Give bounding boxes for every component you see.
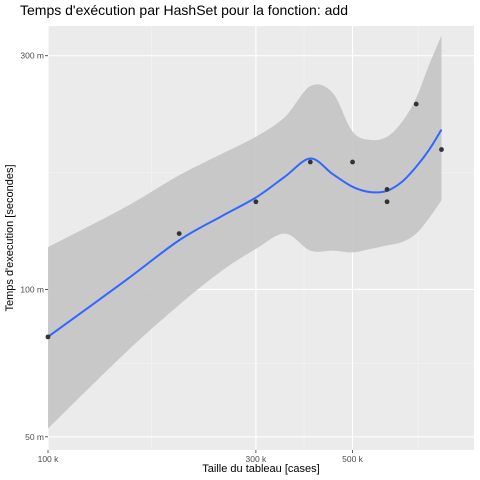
- data-point: [413, 101, 419, 107]
- x-axis: 100 k 300 k 500 k: [38, 450, 364, 464]
- data-points: [45, 101, 444, 340]
- x-tick-label: 100 k: [38, 454, 60, 464]
- confidence-band: [48, 35, 442, 429]
- y-axis-title: Temps d'execution [secondes]: [4, 164, 16, 311]
- chart-title: Temps d'exécution par HashSet pour la fo…: [20, 2, 348, 18]
- data-point: [384, 199, 390, 205]
- x-tick-label: 500 k: [342, 454, 364, 464]
- data-point: [384, 187, 390, 192]
- data-point: [253, 199, 259, 205]
- data-point: [307, 159, 313, 165]
- x-axis-title: Taille du tableau [cases]: [202, 463, 319, 475]
- data-point: [350, 159, 355, 165]
- major-gridlines: [47, 26, 474, 450]
- data-point: [45, 334, 51, 340]
- x-tick-label: 300 k: [245, 454, 267, 464]
- y-tick-label: 100 m: [20, 284, 44, 294]
- y-tick-label: 300 m: [20, 51, 44, 61]
- smooth-trend-line: [47, 129, 443, 338]
- y-tick-label: 50 m: [25, 432, 44, 442]
- data-point: [176, 231, 182, 236]
- y-axis: 50 m 100 m 300 m: [20, 51, 48, 442]
- data-point: [439, 147, 444, 152]
